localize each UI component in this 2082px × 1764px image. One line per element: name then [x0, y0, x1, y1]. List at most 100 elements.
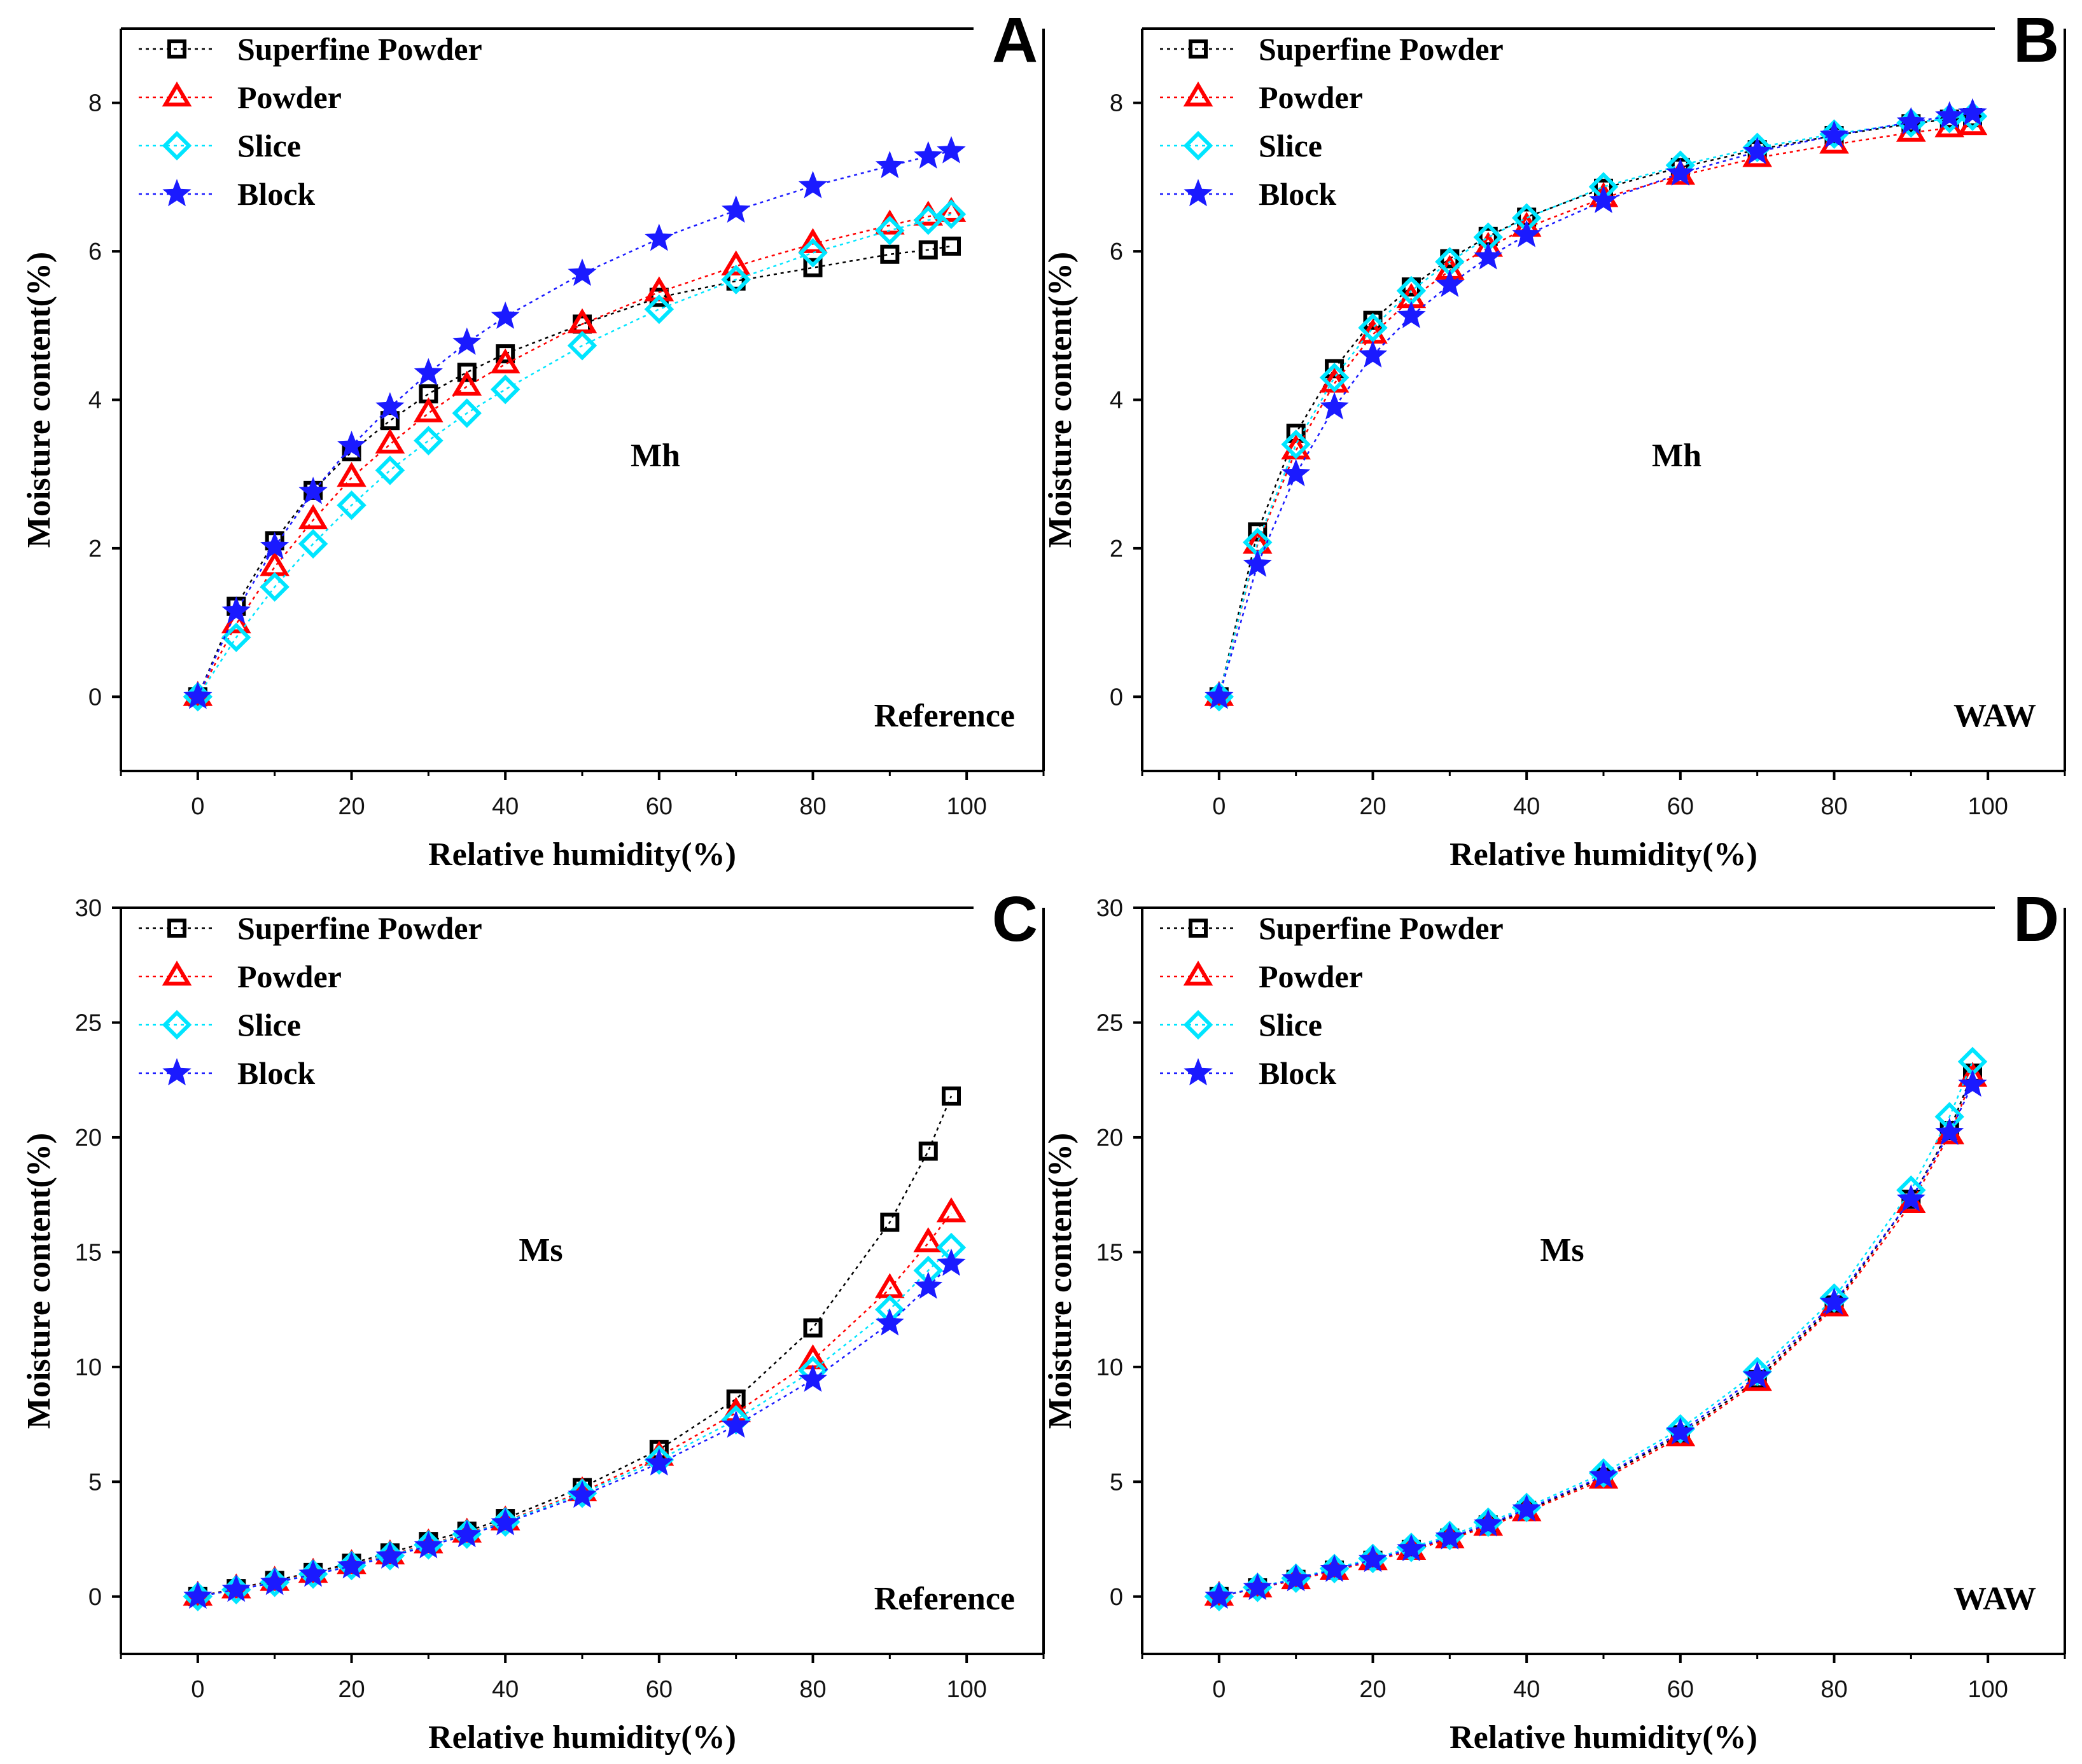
data-point [1205, 1581, 1234, 1609]
data-point [414, 358, 443, 385]
legend-marker [1184, 179, 1213, 207]
data-point [1397, 300, 1426, 328]
y-tick-label: 10 [75, 1354, 102, 1381]
legend-item: Powder [1160, 80, 1363, 115]
x-tick-label: 60 [646, 793, 673, 820]
x-tick-label: 40 [492, 1676, 519, 1703]
data-point [1958, 1069, 1987, 1097]
x-tick-label: 40 [1513, 1676, 1540, 1703]
legend-item: Slice [1160, 128, 1322, 163]
legend-item: Powder [139, 959, 342, 994]
y-axis-title: Moisture content(%) [21, 252, 57, 548]
legend-marker [1183, 961, 1213, 986]
legend-label: Slice [1259, 128, 1322, 163]
data-point [375, 392, 405, 420]
legend-label: Powder [1259, 80, 1363, 115]
data-point [1243, 549, 1272, 577]
data-point [936, 1197, 967, 1223]
x-tick-label: 100 [946, 793, 986, 820]
data-point [937, 1248, 966, 1276]
legend-label: Block [237, 1055, 315, 1091]
data-point [1474, 242, 1503, 270]
data-point [221, 622, 251, 653]
data-point [1358, 313, 1388, 343]
data-point [1958, 98, 1987, 126]
series-line [1219, 1084, 1974, 1598]
panel-c: 0 20 40 60 80 100 0 5 10 15 20 25 30 Relative humidit… [21, 884, 1045, 1756]
data-point [1248, 522, 1268, 542]
y-tick-label: 20 [75, 1125, 102, 1151]
y-axis-title: Moisture content(%) [1042, 1133, 1079, 1429]
data-point [721, 250, 751, 275]
legend-marker [162, 179, 192, 207]
data-point [414, 397, 444, 422]
data-point [1588, 1458, 1619, 1488]
data-point [1819, 1288, 1849, 1316]
series-line [197, 213, 952, 697]
data-point [1742, 1356, 1772, 1387]
legend-item: Slice [139, 128, 301, 163]
series-powder [183, 197, 967, 706]
x-tick-label: 100 [1967, 793, 2008, 820]
series-line [197, 150, 952, 697]
data-point [452, 370, 482, 396]
x-axis-title: Relative humidity(%) [1450, 1719, 1757, 1756]
legend-label: Slice [1259, 1007, 1322, 1043]
data-point [914, 141, 943, 169]
y-axis-title: Moisture content(%) [1042, 252, 1079, 548]
series-block [1205, 1069, 1987, 1609]
data-point [298, 529, 328, 559]
data-point [183, 1581, 213, 1609]
legend-item: Block [139, 176, 315, 212]
panel-a: 0 20 40 60 80 100 0 2 4 6 8 Relative humidity(%) Moi… [21, 4, 1045, 873]
legend-marker [162, 81, 192, 107]
y-tick-label: 15 [75, 1239, 102, 1266]
data-point [568, 258, 597, 286]
data-point [414, 426, 444, 455]
x-tick-label: 80 [799, 793, 826, 820]
y-tick-label: 25 [1096, 1010, 1123, 1036]
legend-marker [1189, 39, 1208, 59]
y-tick-label: 10 [1096, 1354, 1123, 1381]
legend-label: Powder [237, 959, 342, 994]
panel-b: 0 20 40 60 80 100 0 2 4 6 8 Relative humidity(%) Moi… [1042, 4, 2066, 873]
legend-label: Superfine Powder [237, 31, 482, 67]
data-point [875, 216, 905, 246]
legend-label: Superfine Powder [1259, 31, 1504, 67]
y-tick-label: 8 [1110, 90, 1123, 117]
data-point [183, 681, 213, 709]
legend-marker [1183, 130, 1213, 161]
data-point [1512, 1494, 1541, 1522]
legend-marker [1184, 1058, 1213, 1086]
data-point [875, 1308, 904, 1336]
curve-type-label: Mh [1652, 438, 1701, 474]
data-point [1243, 1573, 1272, 1601]
x-tick-label: 80 [1820, 793, 1847, 820]
data-point [798, 1364, 828, 1392]
data-point [914, 1271, 943, 1299]
legend-marker [167, 39, 186, 59]
x-tick-label: 60 [1667, 793, 1694, 820]
y-tick-label: 6 [88, 239, 102, 265]
x-tick-label: 0 [191, 793, 204, 820]
legend-marker [162, 1058, 192, 1086]
series-powder [183, 1197, 967, 1606]
data-point [490, 374, 520, 405]
data-point [722, 1410, 751, 1438]
legend-item: Slice [139, 1007, 301, 1043]
data-point [1325, 359, 1345, 378]
data-point [644, 1445, 674, 1475]
series-block [183, 135, 966, 709]
data-point [298, 1559, 328, 1587]
series-superfine-powder [1209, 1063, 1982, 1606]
data-point [875, 1273, 905, 1298]
data-point [798, 238, 828, 268]
data-point [1819, 1283, 1849, 1313]
x-tick-label: 20 [1359, 793, 1386, 820]
panel-letter: D [2013, 884, 2059, 955]
data-point [1319, 1553, 1350, 1583]
data-point [1282, 459, 1311, 487]
legend-item: Superfine Powder [139, 31, 482, 67]
y-axis-title: Moisture content(%) [21, 1133, 57, 1429]
data-point [875, 151, 904, 179]
